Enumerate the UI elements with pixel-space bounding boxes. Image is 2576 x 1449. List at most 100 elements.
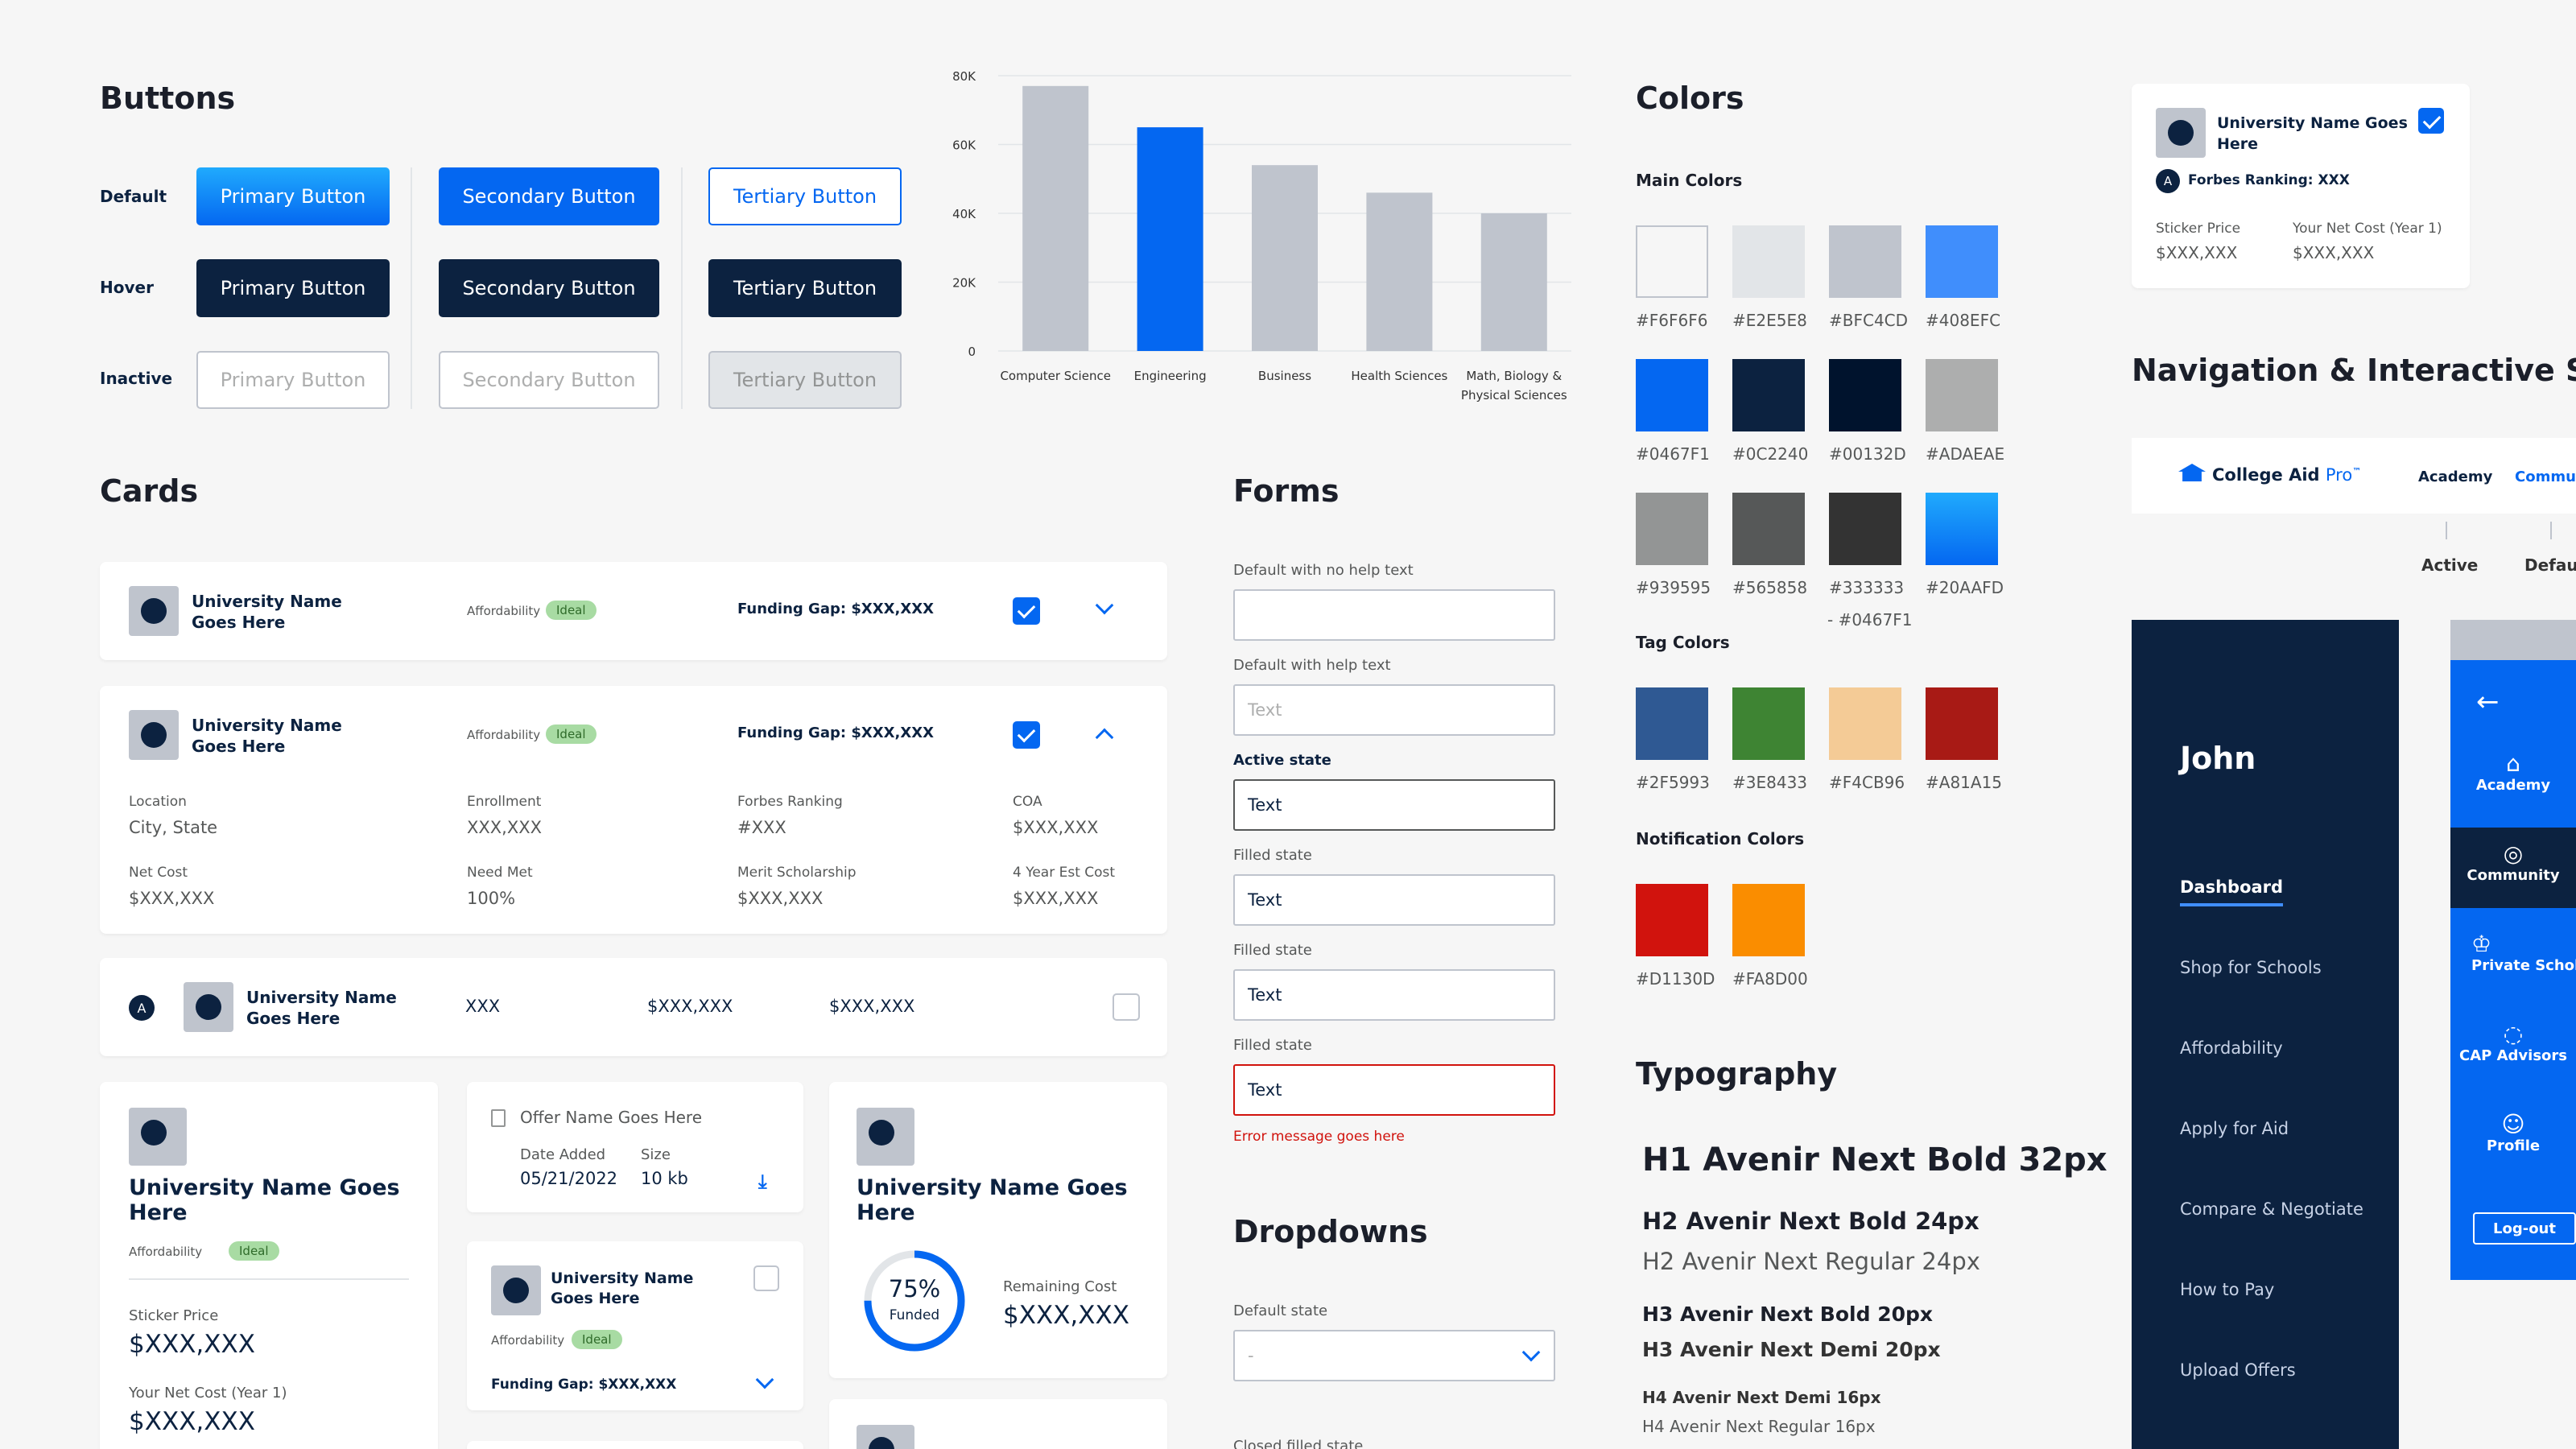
funded-card[interactable]: University Name Goes Here 75% Funded Rem…	[829, 1082, 1167, 1378]
chat-icon: ◌	[2503, 1021, 2524, 1047]
net-cost-value: $XXX,XXX	[129, 1407, 255, 1436]
color-swatch	[1926, 493, 1998, 565]
university-card-collapsed[interactable]: University Name Goes Here Affordability …	[100, 562, 1167, 660]
university-card-expanded[interactable]: University Name Goes Here Affordability …	[100, 686, 1167, 934]
logout-button[interactable]: Log-out	[2473, 1212, 2576, 1245]
affordability-label: Affordability	[491, 1333, 565, 1348]
checkbox-checked[interactable]	[2418, 108, 2444, 134]
swatch-label: #ADAEAE	[1926, 444, 2005, 464]
text-input-filled[interactable]: Text	[1233, 874, 1555, 926]
tertiary-button-default[interactable]: Tertiary Button	[708, 167, 902, 225]
university-avatar	[2156, 108, 2206, 158]
color-swatch	[1732, 359, 1805, 431]
tertiary-button-inactive[interactable]: Tertiary Button	[708, 351, 902, 409]
rail-item-academy[interactable]: ⌂ Academy	[2450, 750, 2576, 794]
university-card-partial[interactable]	[829, 1399, 1167, 1449]
state-label-default: Default	[2524, 555, 2576, 575]
detail-label: Need Met	[467, 865, 533, 881]
university-price-card[interactable]: University Name Goes Here Affordability …	[100, 1082, 438, 1449]
checkbox-checked[interactable]	[1013, 721, 1040, 749]
file-icon	[491, 1109, 506, 1127]
university-name: University Name Goes Here	[246, 988, 397, 1028]
x-tick-label: Math, Biology & Physical Sciences	[1461, 369, 1567, 402]
globe-icon: ◎	[2503, 840, 2524, 867]
offer-card[interactable]: Offer Name Goes Here Date Added 05/21/20…	[467, 1082, 803, 1212]
y-tick-label: 60K	[952, 138, 976, 153]
side-nav-item[interactable]: Shop for Schools	[2180, 958, 2322, 977]
affordability-label: Affordability	[129, 1245, 203, 1259]
side-nav-item[interactable]: How to Pay	[2180, 1280, 2275, 1299]
funded-progress-ring	[864, 1250, 965, 1352]
cell-value: $XXX,XXX	[647, 997, 733, 1016]
funding-gap: Funding Gap: $XXX,XXX	[491, 1377, 677, 1393]
funding-gap: Funding Gap: $XXX,XXX	[737, 601, 934, 617]
university-select-card[interactable]: University Name Goes Here Affordability …	[467, 1241, 803, 1410]
university-avatar	[857, 1108, 914, 1166]
detail-value: #XXX	[737, 818, 786, 837]
field-label: Filled state	[1233, 847, 1312, 864]
buttons-heading: Buttons	[100, 80, 236, 116]
rail-item-community[interactable]: ◎ Community	[2450, 840, 2576, 884]
side-nav-item[interactable]: Dashboard	[2180, 877, 2284, 906]
secondary-button-inactive[interactable]: Secondary Button	[439, 351, 659, 409]
dropdown-default[interactable]: -	[1233, 1330, 1555, 1381]
back-arrow-icon[interactable]: ←	[2476, 686, 2500, 718]
checkbox-checked[interactable]	[1013, 597, 1040, 625]
state-label-active: Active	[2421, 555, 2479, 575]
side-nav-item[interactable]: Compare & Negotiate	[2180, 1199, 2363, 1219]
side-nav-item[interactable]: Upload Offers	[2180, 1360, 2296, 1380]
tertiary-button-hover[interactable]: Tertiary Button	[708, 259, 902, 317]
divider	[2446, 522, 2447, 539]
text-input-filled[interactable]: Text	[1233, 969, 1555, 1021]
nav-item-community[interactable]: Community	[2515, 469, 2576, 485]
detail-label: Merit Scholarship	[737, 865, 857, 881]
secondary-button-hover[interactable]: Secondary Button	[439, 259, 659, 317]
forbes-ranking: Forbes Ranking: XXX	[2188, 172, 2350, 188]
text-input-error[interactable]: Text	[1233, 1064, 1555, 1116]
chevron-down-icon[interactable]	[1095, 596, 1114, 615]
swatch-label: #408EFC	[1926, 311, 2001, 330]
university-name: University Name Goes Here	[551, 1269, 694, 1307]
side-nav-item[interactable]: Affordability	[2180, 1038, 2283, 1058]
primary-button-inactive[interactable]: Primary Button	[196, 351, 390, 409]
forms-heading: Forms	[1233, 473, 1340, 509]
secondary-button-default[interactable]: Secondary Button	[439, 167, 659, 225]
rail-item-profile[interactable]: ☺ Profile	[2450, 1111, 2576, 1154]
checkbox-unchecked[interactable]	[1113, 993, 1140, 1021]
color-swatch	[1636, 884, 1708, 956]
college-summary-card[interactable]: University Name Goes Here A Forbes Ranki…	[2132, 84, 2470, 288]
funding-gap: Funding Gap: $XXX,XXX	[737, 724, 934, 741]
top-nav-bar: College Aid Pro™ Academy Community	[2132, 438, 2576, 514]
download-icon[interactable]: ⤓	[758, 1170, 767, 1193]
swatch-label: #F4CB96	[1829, 773, 1905, 792]
size-label: Size	[641, 1146, 671, 1163]
rail-item-private-scholarships[interactable]: ♔Private Scholarships	[2450, 931, 2576, 974]
rail-item-cap-advisors[interactable]: ◌ CAP Advisors	[2450, 1021, 2576, 1064]
text-input-empty[interactable]	[1233, 589, 1555, 641]
side-nav-item[interactable]: Apply for Aid	[2180, 1119, 2289, 1138]
color-swatch	[1636, 687, 1708, 760]
divider	[681, 167, 683, 409]
date-added-value: 05/21/2022	[520, 1169, 618, 1188]
nav-item-academy[interactable]: Academy	[2418, 469, 2493, 485]
color-swatch	[1732, 884, 1805, 956]
chevron-down-icon[interactable]	[755, 1370, 774, 1389]
field-label: Closed filled state	[1233, 1438, 1364, 1449]
university-row-card[interactable]: A University Name Goes Here XXX $XXX,XXX…	[100, 958, 1167, 1056]
text-input-placeholder[interactable]: Text	[1233, 684, 1555, 736]
text-input-active[interactable]: Text	[1233, 779, 1555, 831]
x-tick-label: Computer Science	[1000, 369, 1110, 383]
primary-button-default[interactable]: Primary Button	[196, 167, 390, 225]
brand-trademark: ™	[2352, 466, 2362, 477]
academy-icon: ⌂	[2506, 750, 2520, 777]
tag-colors-heading: Tag Colors	[1636, 633, 1730, 652]
remaining-cost-label: Remaining Cost	[1003, 1278, 1117, 1295]
profile-icon: ☺	[2501, 1111, 2525, 1137]
detail-value: $XXX,XXX	[737, 889, 824, 908]
primary-button-hover[interactable]: Primary Button	[196, 259, 390, 317]
swatch-label: #00132D	[1829, 444, 1906, 464]
checkbox-unchecked[interactable]	[753, 1265, 779, 1291]
chevron-up-icon[interactable]	[1095, 728, 1114, 747]
detail-value: City, State	[129, 818, 218, 837]
divider	[129, 1278, 409, 1280]
